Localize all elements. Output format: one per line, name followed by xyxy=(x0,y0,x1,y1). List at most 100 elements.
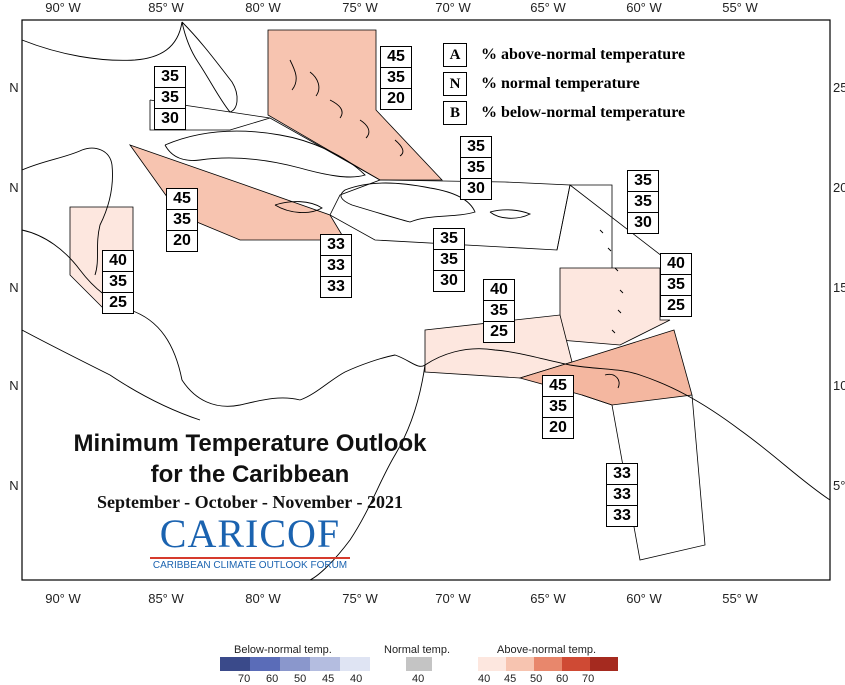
lat-tick-label-right: 15 xyxy=(833,280,845,295)
prob-below: 25 xyxy=(667,297,685,314)
prob-above: 45 xyxy=(381,47,411,68)
prob-below: 20 xyxy=(173,232,191,249)
lon-tick-label-bottom: 65° W xyxy=(530,591,566,606)
prob-above: 35 xyxy=(434,229,464,250)
legend-value-normal: 40 xyxy=(412,673,425,685)
prob-above: 40 xyxy=(103,251,133,272)
prob-below: 30 xyxy=(467,180,485,197)
left-lat-axis: N N N N N xyxy=(9,80,18,493)
prob-box-belize: 40 35 25 xyxy=(102,250,134,314)
lon-tick-label-bottom: 60° W xyxy=(626,591,662,606)
legend-swatch-above xyxy=(562,657,590,671)
lon-tick-label-top: 55° W xyxy=(722,0,758,15)
right-lat-axis: 25 20 15 10 5° xyxy=(833,80,845,493)
prob-above: 45 xyxy=(543,376,573,397)
map-frame xyxy=(21,19,831,581)
prob-above: 35 xyxy=(461,137,491,158)
prob-below: 25 xyxy=(490,323,508,340)
prob-normal: 35 xyxy=(155,88,185,109)
lon-tick-label-top: 85° W xyxy=(148,0,184,15)
prob-box-abc: 40 35 25 xyxy=(483,279,515,343)
lat-tick-label-left: N xyxy=(9,378,18,393)
lon-tick-label-bottom: 55° W xyxy=(722,591,758,606)
key-text-below: % below-normal temperature xyxy=(481,103,686,121)
prob-box-guianas: 33 33 33 xyxy=(606,463,638,527)
prob-below: 30 xyxy=(161,110,179,127)
prob-above: 40 xyxy=(484,280,514,301)
legend-value-below: 50 xyxy=(294,673,307,685)
prob-normal: 35 xyxy=(628,192,658,213)
legend-value-above: 40 xyxy=(478,673,491,685)
lon-tick-label-top: 75° W xyxy=(342,0,378,15)
legend-value-above: 60 xyxy=(556,673,569,685)
prob-below: 30 xyxy=(440,272,458,289)
legend-below-label: Below-normal temp. xyxy=(234,644,332,656)
coastlines xyxy=(21,21,831,581)
prob-box-trinidad: 45 35 20 xyxy=(542,375,574,439)
prob-above: 33 xyxy=(321,235,351,256)
zone-cayman-jamaica xyxy=(128,144,346,241)
prob-box-bahamas: 45 35 20 xyxy=(380,46,412,110)
lon-tick-label-top: 70° W xyxy=(435,0,471,15)
prob-normal: 35 xyxy=(167,210,197,231)
map-title: Minimum Temperature Outlook xyxy=(73,430,427,457)
prob-normal: 35 xyxy=(103,272,133,293)
legend-swatch-below xyxy=(250,657,280,671)
lat-tick-label-left: N xyxy=(9,478,18,493)
zone-hispaniola-border xyxy=(379,179,571,251)
legend-value-below: 45 xyxy=(322,673,335,685)
lat-tick-label-left: N xyxy=(9,80,18,95)
legend-value-above: 45 xyxy=(504,673,517,685)
key-text-above: % above-normal temperature xyxy=(481,45,686,63)
prob-above: 35 xyxy=(155,67,185,88)
legend-value-below: 40 xyxy=(350,673,363,685)
zone-windward xyxy=(559,267,671,346)
legend-value-above: 50 xyxy=(530,673,543,685)
prob-box-leeward: 35 35 30 xyxy=(627,170,659,234)
prob-normal: 35 xyxy=(461,158,491,179)
lon-tick-label-top: 65° W xyxy=(530,0,566,15)
legend-swatch-below xyxy=(280,657,310,671)
prob-normal: 35 xyxy=(381,68,411,89)
legend-normal-label: Normal temp. xyxy=(384,644,451,656)
prob-above: 45 xyxy=(167,189,197,210)
logo-tagline: CARIBBEAN CLIMATE OUTLOOK FORUM xyxy=(150,557,350,571)
zone-nw-caribbean xyxy=(149,100,271,131)
legend-swatch-below xyxy=(340,657,370,671)
lon-tick-label-bottom: 85° W xyxy=(148,591,184,606)
prob-normal: 35 xyxy=(661,275,691,296)
zone-bahamas xyxy=(267,29,443,181)
prob-above: 35 xyxy=(628,171,658,192)
lon-tick-label-top: 60° W xyxy=(626,0,662,15)
lat-tick-label-left: N xyxy=(9,280,18,295)
prob-below: 25 xyxy=(109,294,127,311)
key-letter-a: A xyxy=(443,42,467,67)
prob-below: 20 xyxy=(387,90,405,107)
key-letter-b: B xyxy=(443,100,467,125)
lat-tick-label-right: 10 xyxy=(833,378,845,393)
key-row-below: B % below-normal temperature xyxy=(443,100,685,125)
key-row-normal: N % normal temperature xyxy=(443,71,685,96)
prob-below: 33 xyxy=(327,278,345,295)
legend-swatch-normal xyxy=(406,657,432,671)
prob-box-nw-caribbean: 35 35 30 xyxy=(154,66,186,130)
prob-normal: 33 xyxy=(607,485,637,506)
prob-below: 30 xyxy=(634,214,652,231)
prob-below: 20 xyxy=(549,419,567,436)
prob-box-windward: 40 35 25 xyxy=(660,253,692,317)
bottom-lon-axis: 90° W 85° W 80° W 75° W 70° W 65° W 60° W 55° W xyxy=(45,591,758,606)
zone-guianas-border xyxy=(581,394,706,561)
lat-tick-label-right: 25 xyxy=(833,80,845,95)
lon-tick-label-bottom: 80° W xyxy=(245,591,281,606)
map-title-line2: for the Caribbean xyxy=(150,461,350,488)
lat-tick-label-right: 20 xyxy=(833,180,845,195)
key-row-above: A % above-normal temperature xyxy=(443,42,685,67)
top-lon-axis: 90° W 85° W 80° W 75° W 70° W 65° W 60° W 55° W xyxy=(45,0,758,15)
prob-box-hispaniola: 35 35 30 xyxy=(433,228,465,292)
prob-above: 40 xyxy=(661,254,691,275)
legend-value-below: 70 xyxy=(238,673,251,685)
lat-tick-label-right: 5° xyxy=(833,478,845,493)
probability-key: A % above-normal temperature N % normal … xyxy=(443,42,685,129)
prob-normal: 33 xyxy=(321,256,351,277)
legend-value-below: 60 xyxy=(266,673,279,685)
